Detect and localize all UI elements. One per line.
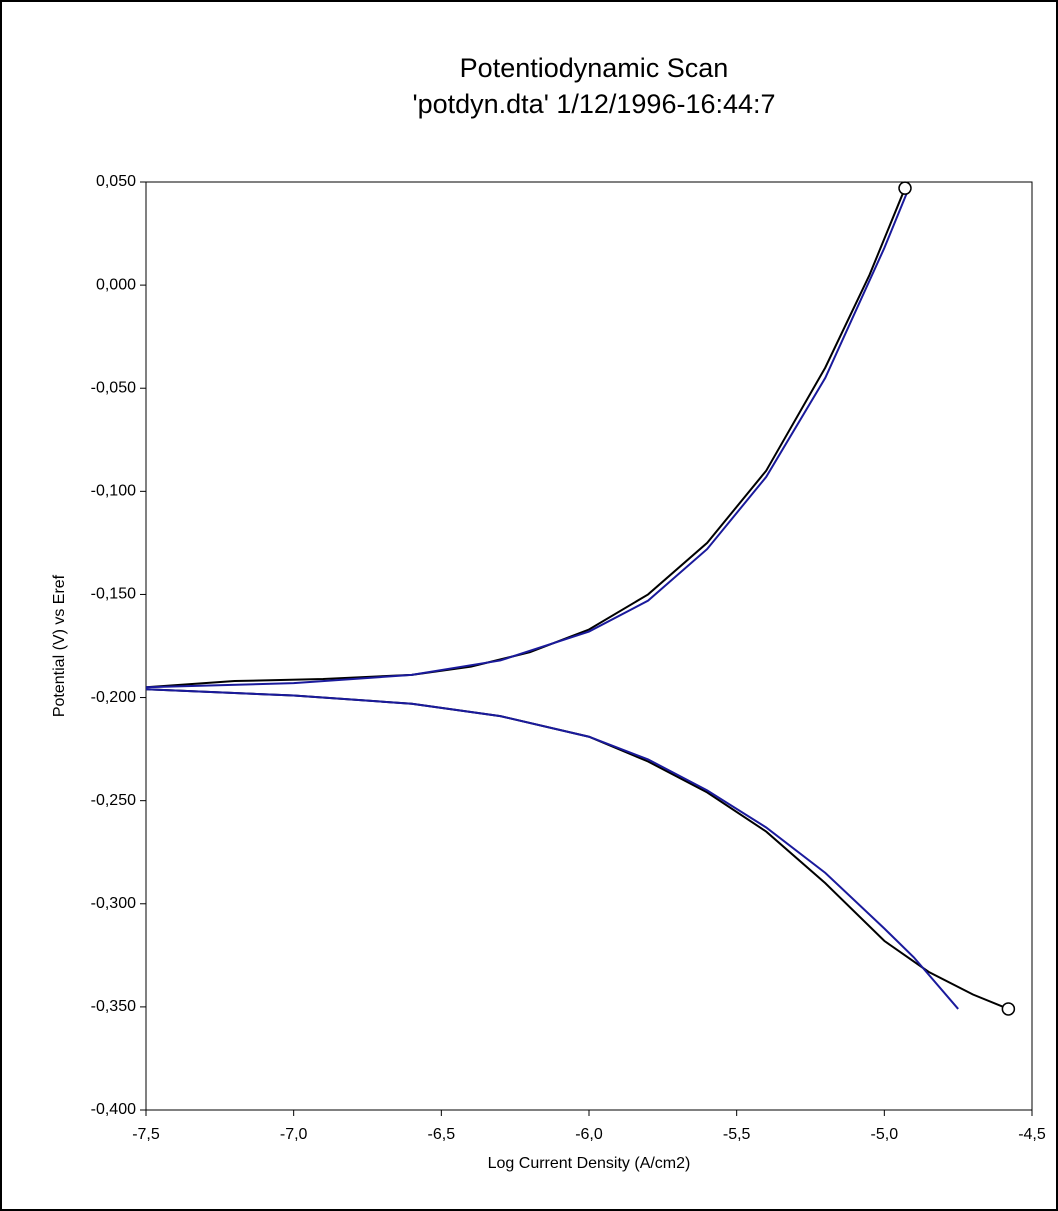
y-tick-label: -0,250 [91,792,136,809]
marker [1001,1002,1016,1016]
y-tick-label: -0,050 [91,379,136,396]
chart-title: Potentiodynamic Scan [460,53,729,83]
y-tick-label: -0,100 [91,483,136,500]
x-tick-label: -6,0 [575,1126,603,1143]
x-tick-label: -5,5 [723,1126,751,1143]
y-tick-label: 0,050 [96,173,136,190]
x-tick-label: -7,0 [280,1126,308,1143]
series-line [145,189,909,689]
y-tick-label: 0,000 [96,276,136,293]
marker [898,181,912,195]
x-tick-label: -5,0 [871,1126,899,1143]
y-tick-label: -0,200 [91,689,136,706]
y-axis-title: Potential (V) vs Eref [51,574,68,717]
x-tick-label: -6,5 [428,1126,456,1143]
y-tick-label: -0,150 [91,586,136,603]
y-tick-label: -0,300 [91,895,136,912]
series-line [145,187,906,689]
x-tick-label: -7,5 [132,1126,160,1143]
x-tick-label: -4,5 [1018,1126,1046,1143]
series-line [145,688,959,1010]
x-axis-title: Log Current Density (A/cm2) [488,1155,691,1172]
y-tick-label: -0,400 [91,1101,136,1118]
y-tick-label: -0,350 [91,998,136,1015]
chart-subtitle: 'potdyn.dta' 1/12/1996-16:44:7 [412,89,775,119]
